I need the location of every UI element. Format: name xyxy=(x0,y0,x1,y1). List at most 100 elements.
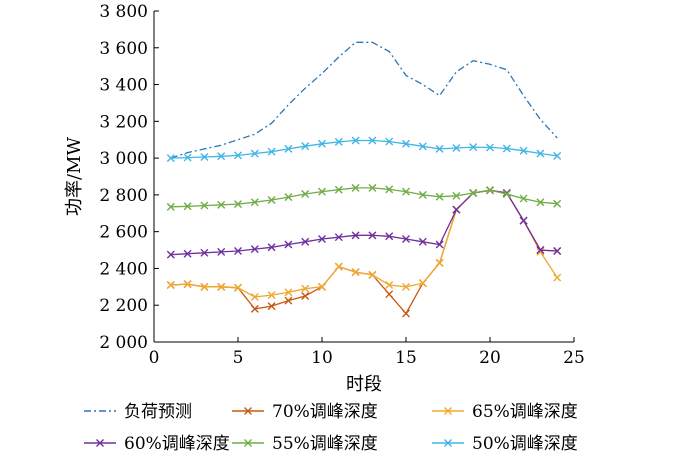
data-point xyxy=(284,144,293,153)
legend-label: 55%调峰深度 xyxy=(272,434,378,454)
data-point xyxy=(250,292,259,301)
legend-marker xyxy=(444,439,452,447)
data-point xyxy=(536,198,545,207)
data-point xyxy=(536,246,545,255)
data-point xyxy=(284,288,293,297)
y-tick-label: 3 600 xyxy=(99,39,148,59)
data-point xyxy=(200,248,209,257)
data-point xyxy=(250,198,259,207)
series-line xyxy=(170,189,558,256)
data-point xyxy=(217,247,226,256)
data-point xyxy=(183,153,192,162)
data-point xyxy=(502,189,511,198)
data-point xyxy=(402,139,410,148)
x-axis-ticks: 0 5 10 15 20 25 xyxy=(149,337,585,368)
data-point xyxy=(234,151,242,160)
y-tick-label: 2 800 xyxy=(99,186,148,206)
data-point xyxy=(418,237,427,246)
data-point xyxy=(368,136,377,145)
data-point xyxy=(166,202,175,211)
data-point xyxy=(486,143,494,152)
data-point xyxy=(368,183,377,192)
data-point xyxy=(385,290,394,299)
data-point xyxy=(267,147,276,156)
y-tick-label: 2 400 xyxy=(99,259,148,279)
data-point xyxy=(284,240,293,249)
data-point xyxy=(351,136,360,145)
data-point xyxy=(368,270,377,279)
data-point xyxy=(553,199,562,208)
data-point xyxy=(267,291,276,300)
series-line xyxy=(170,189,558,298)
data-point xyxy=(402,187,410,196)
data-point xyxy=(553,151,562,160)
data-point xyxy=(267,302,276,311)
series-layer xyxy=(166,41,562,318)
data-point xyxy=(385,280,394,289)
legend-item: 55%调峰深度 xyxy=(232,434,378,454)
legend-item: 65%调峰深度 xyxy=(432,402,578,422)
data-point xyxy=(351,183,360,192)
legend-item: 负荷预测 xyxy=(84,402,192,422)
data-point xyxy=(183,280,192,289)
data-point xyxy=(301,142,310,151)
x-tick-label: 0 xyxy=(149,348,160,368)
data-point xyxy=(284,193,293,202)
data-point xyxy=(217,282,226,291)
data-point xyxy=(267,196,276,205)
data-point xyxy=(519,216,528,225)
legend-item: 50%调峰深度 xyxy=(432,434,578,454)
x-tick-label: 10 xyxy=(311,348,333,368)
y-tick-label: 3 000 xyxy=(99,149,148,169)
legend-label: 负荷预测 xyxy=(124,402,192,422)
x-axis-title: 时段 xyxy=(346,374,382,395)
data-point xyxy=(284,296,293,305)
legend-label: 70%调峰深度 xyxy=(272,402,378,422)
series-3 xyxy=(166,186,562,301)
series-5 xyxy=(166,183,562,211)
data-point xyxy=(519,146,528,155)
data-point xyxy=(452,191,461,200)
data-point xyxy=(435,144,444,153)
data-point xyxy=(200,201,209,210)
data-point xyxy=(486,186,494,195)
data-point xyxy=(553,246,562,255)
legend-marker xyxy=(96,439,104,447)
legend-item: 70%调峰深度 xyxy=(232,402,378,422)
legend-label: 50%调峰深度 xyxy=(472,434,578,454)
data-point xyxy=(234,200,242,209)
data-point xyxy=(519,194,528,203)
data-point xyxy=(435,192,444,201)
data-point xyxy=(166,154,175,163)
series-line xyxy=(170,187,558,208)
data-point xyxy=(318,235,326,244)
data-point xyxy=(502,144,511,153)
legend-marker xyxy=(444,407,452,415)
data-point xyxy=(385,137,394,146)
data-point xyxy=(166,280,175,289)
data-point xyxy=(334,137,343,146)
x-tick-label: 25 xyxy=(563,348,585,368)
legend-marker xyxy=(244,439,252,447)
data-point xyxy=(435,240,444,249)
data-point xyxy=(435,258,444,267)
x-tick-label: 5 xyxy=(233,348,244,368)
x-tick-label: 15 xyxy=(395,348,417,368)
data-point xyxy=(318,282,326,291)
data-point xyxy=(301,284,310,293)
data-point xyxy=(385,185,394,194)
legend-marker xyxy=(244,407,252,415)
series-line xyxy=(170,41,558,159)
data-point xyxy=(334,262,343,271)
data-point xyxy=(385,232,394,241)
data-point xyxy=(200,153,209,162)
data-point xyxy=(234,283,242,292)
data-point xyxy=(469,143,478,152)
series-line xyxy=(170,139,558,159)
legend-label: 65%调峰深度 xyxy=(472,402,578,422)
data-point xyxy=(402,282,410,291)
x-tick-label: 20 xyxy=(479,348,501,368)
data-point xyxy=(234,246,242,255)
data-point xyxy=(217,200,226,209)
